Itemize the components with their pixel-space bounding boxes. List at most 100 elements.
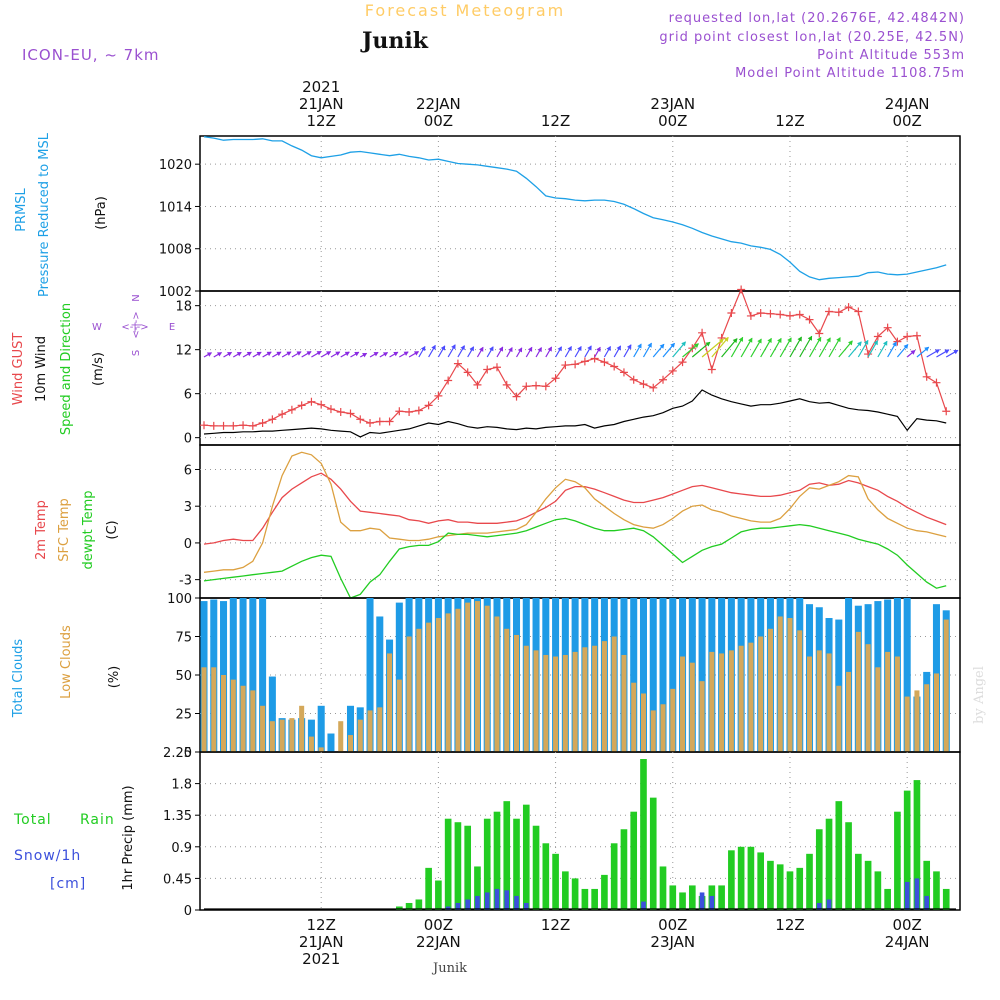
rain-bar <box>474 866 481 910</box>
wind-dir-label: Speed and Direction <box>59 303 74 435</box>
rain-bar <box>718 885 725 910</box>
top-time-label: 12Z <box>541 112 570 130</box>
low-cloud-bar <box>582 647 588 752</box>
low-cloud-bar <box>894 656 900 752</box>
low-cloud-bar <box>221 675 227 752</box>
wind-arrow-head <box>403 351 409 356</box>
total-cloud-bar <box>698 598 706 752</box>
gust-marker <box>307 397 316 406</box>
wind-arrow-head <box>557 346 562 352</box>
rain-bar <box>855 853 862 910</box>
grid-point: grid point closest lon,lat (20.25E, 42.5… <box>659 30 965 45</box>
y-tick-label: 0 <box>184 746 192 761</box>
wind-arrow-head <box>266 351 272 357</box>
top-time-label: 23JAN <box>650 95 695 113</box>
gust-marker <box>873 332 882 341</box>
rain-bar <box>669 885 677 910</box>
wind-arrow-head <box>924 346 930 352</box>
wind-arrow-head <box>206 352 212 357</box>
rain-bar <box>464 825 472 910</box>
bottom-time-label: 00Z <box>424 916 453 934</box>
top-time-label: 21JAN <box>299 95 344 113</box>
wind-arrow-head <box>256 351 262 357</box>
gust-marker <box>395 407 404 416</box>
top-time-label: 24JAN <box>885 95 930 113</box>
gust-marker <box>522 382 531 391</box>
total-cloud-bar <box>346 705 355 752</box>
rain-bar <box>503 801 511 910</box>
gust-marker <box>551 374 560 383</box>
low-cloud-bar <box>377 707 383 752</box>
point-altitude: Point Altitude 553m <box>817 48 965 63</box>
wind-arrow-head <box>508 347 513 353</box>
low-cloud-bar <box>416 628 422 752</box>
rain-bar <box>396 906 403 910</box>
wind-arrow-head <box>910 350 916 355</box>
wind-arrow <box>799 335 813 358</box>
wind-arrow-head <box>606 345 611 352</box>
wind-arrow-head <box>787 337 792 343</box>
low-cloud-bar <box>797 630 803 752</box>
pressure-line <box>203 136 947 281</box>
low-cloud-bar <box>611 636 617 752</box>
wind-panel: 0 6 12 18 <box>175 285 961 447</box>
low-cloud-bar <box>709 651 715 752</box>
y-tick-label: 6 <box>184 388 192 403</box>
gust-marker <box>248 421 257 430</box>
rain-bar <box>933 871 940 910</box>
compass-h: <-|-> <box>121 322 148 333</box>
wind-arrow-head <box>626 344 632 350</box>
low-cloud-bar <box>494 616 500 752</box>
rain-bar <box>562 871 569 910</box>
wind-line <box>203 389 947 438</box>
gust-marker <box>356 415 365 424</box>
rain-bar <box>493 811 501 910</box>
wind-arrow-head <box>236 352 242 357</box>
rain-bar <box>806 853 813 910</box>
snow-bar <box>504 890 510 910</box>
model-label: ICON-EU, ~ 7km <box>22 46 160 64</box>
rain-bar <box>767 860 774 910</box>
y-tick-label: 25 <box>175 708 192 723</box>
low-cloud-bar <box>250 690 256 752</box>
wind-arrow-head <box>354 351 360 357</box>
gust-marker <box>737 285 746 294</box>
y-tick-label: 1002 <box>159 285 192 300</box>
rain-bar <box>571 878 579 910</box>
y-tick-label: 0 <box>184 904 192 919</box>
gust-marker <box>776 310 785 319</box>
low-cloud-bar <box>836 685 842 752</box>
y-tick-label: 1.35 <box>163 809 192 824</box>
low-cloud-bar <box>240 685 246 752</box>
snow-bar <box>816 902 822 910</box>
y-tick-label: 1.8 <box>171 778 192 793</box>
wind-arrow-head <box>747 337 753 343</box>
total-cloud-bar <box>268 676 276 752</box>
top-time-label: 00Z <box>892 112 921 130</box>
snow-bar <box>641 901 646 910</box>
low-cloud-bar <box>553 656 559 752</box>
low-cloud-bar <box>787 618 793 752</box>
gust-marker <box>532 381 541 390</box>
low-cloud-bar <box>767 628 773 752</box>
gust-marker <box>297 401 306 410</box>
model-altitude: Model Point Altitude 1108.75m <box>735 66 965 81</box>
rain-bar <box>483 818 491 910</box>
gust-marker <box>414 406 423 415</box>
snow-bar <box>699 892 705 910</box>
wind-arrow-head <box>693 343 699 348</box>
gust-marker <box>346 409 355 418</box>
rain-bar <box>776 864 784 910</box>
rain-bar <box>640 759 647 910</box>
wind-arrow-head <box>882 340 888 346</box>
prmsl-label: PRMSL <box>14 187 29 231</box>
y-tick-label: 100 <box>167 592 192 607</box>
wind-arrow-head <box>306 351 312 356</box>
gust-marker <box>492 363 501 372</box>
total-cloud-bar <box>639 598 647 752</box>
total-cloud-bar <box>669 598 677 752</box>
compass-s: S <box>131 350 142 356</box>
low-cloud-bar <box>455 608 461 752</box>
gust-marker <box>795 310 804 319</box>
total-cloud-bar <box>366 598 374 752</box>
